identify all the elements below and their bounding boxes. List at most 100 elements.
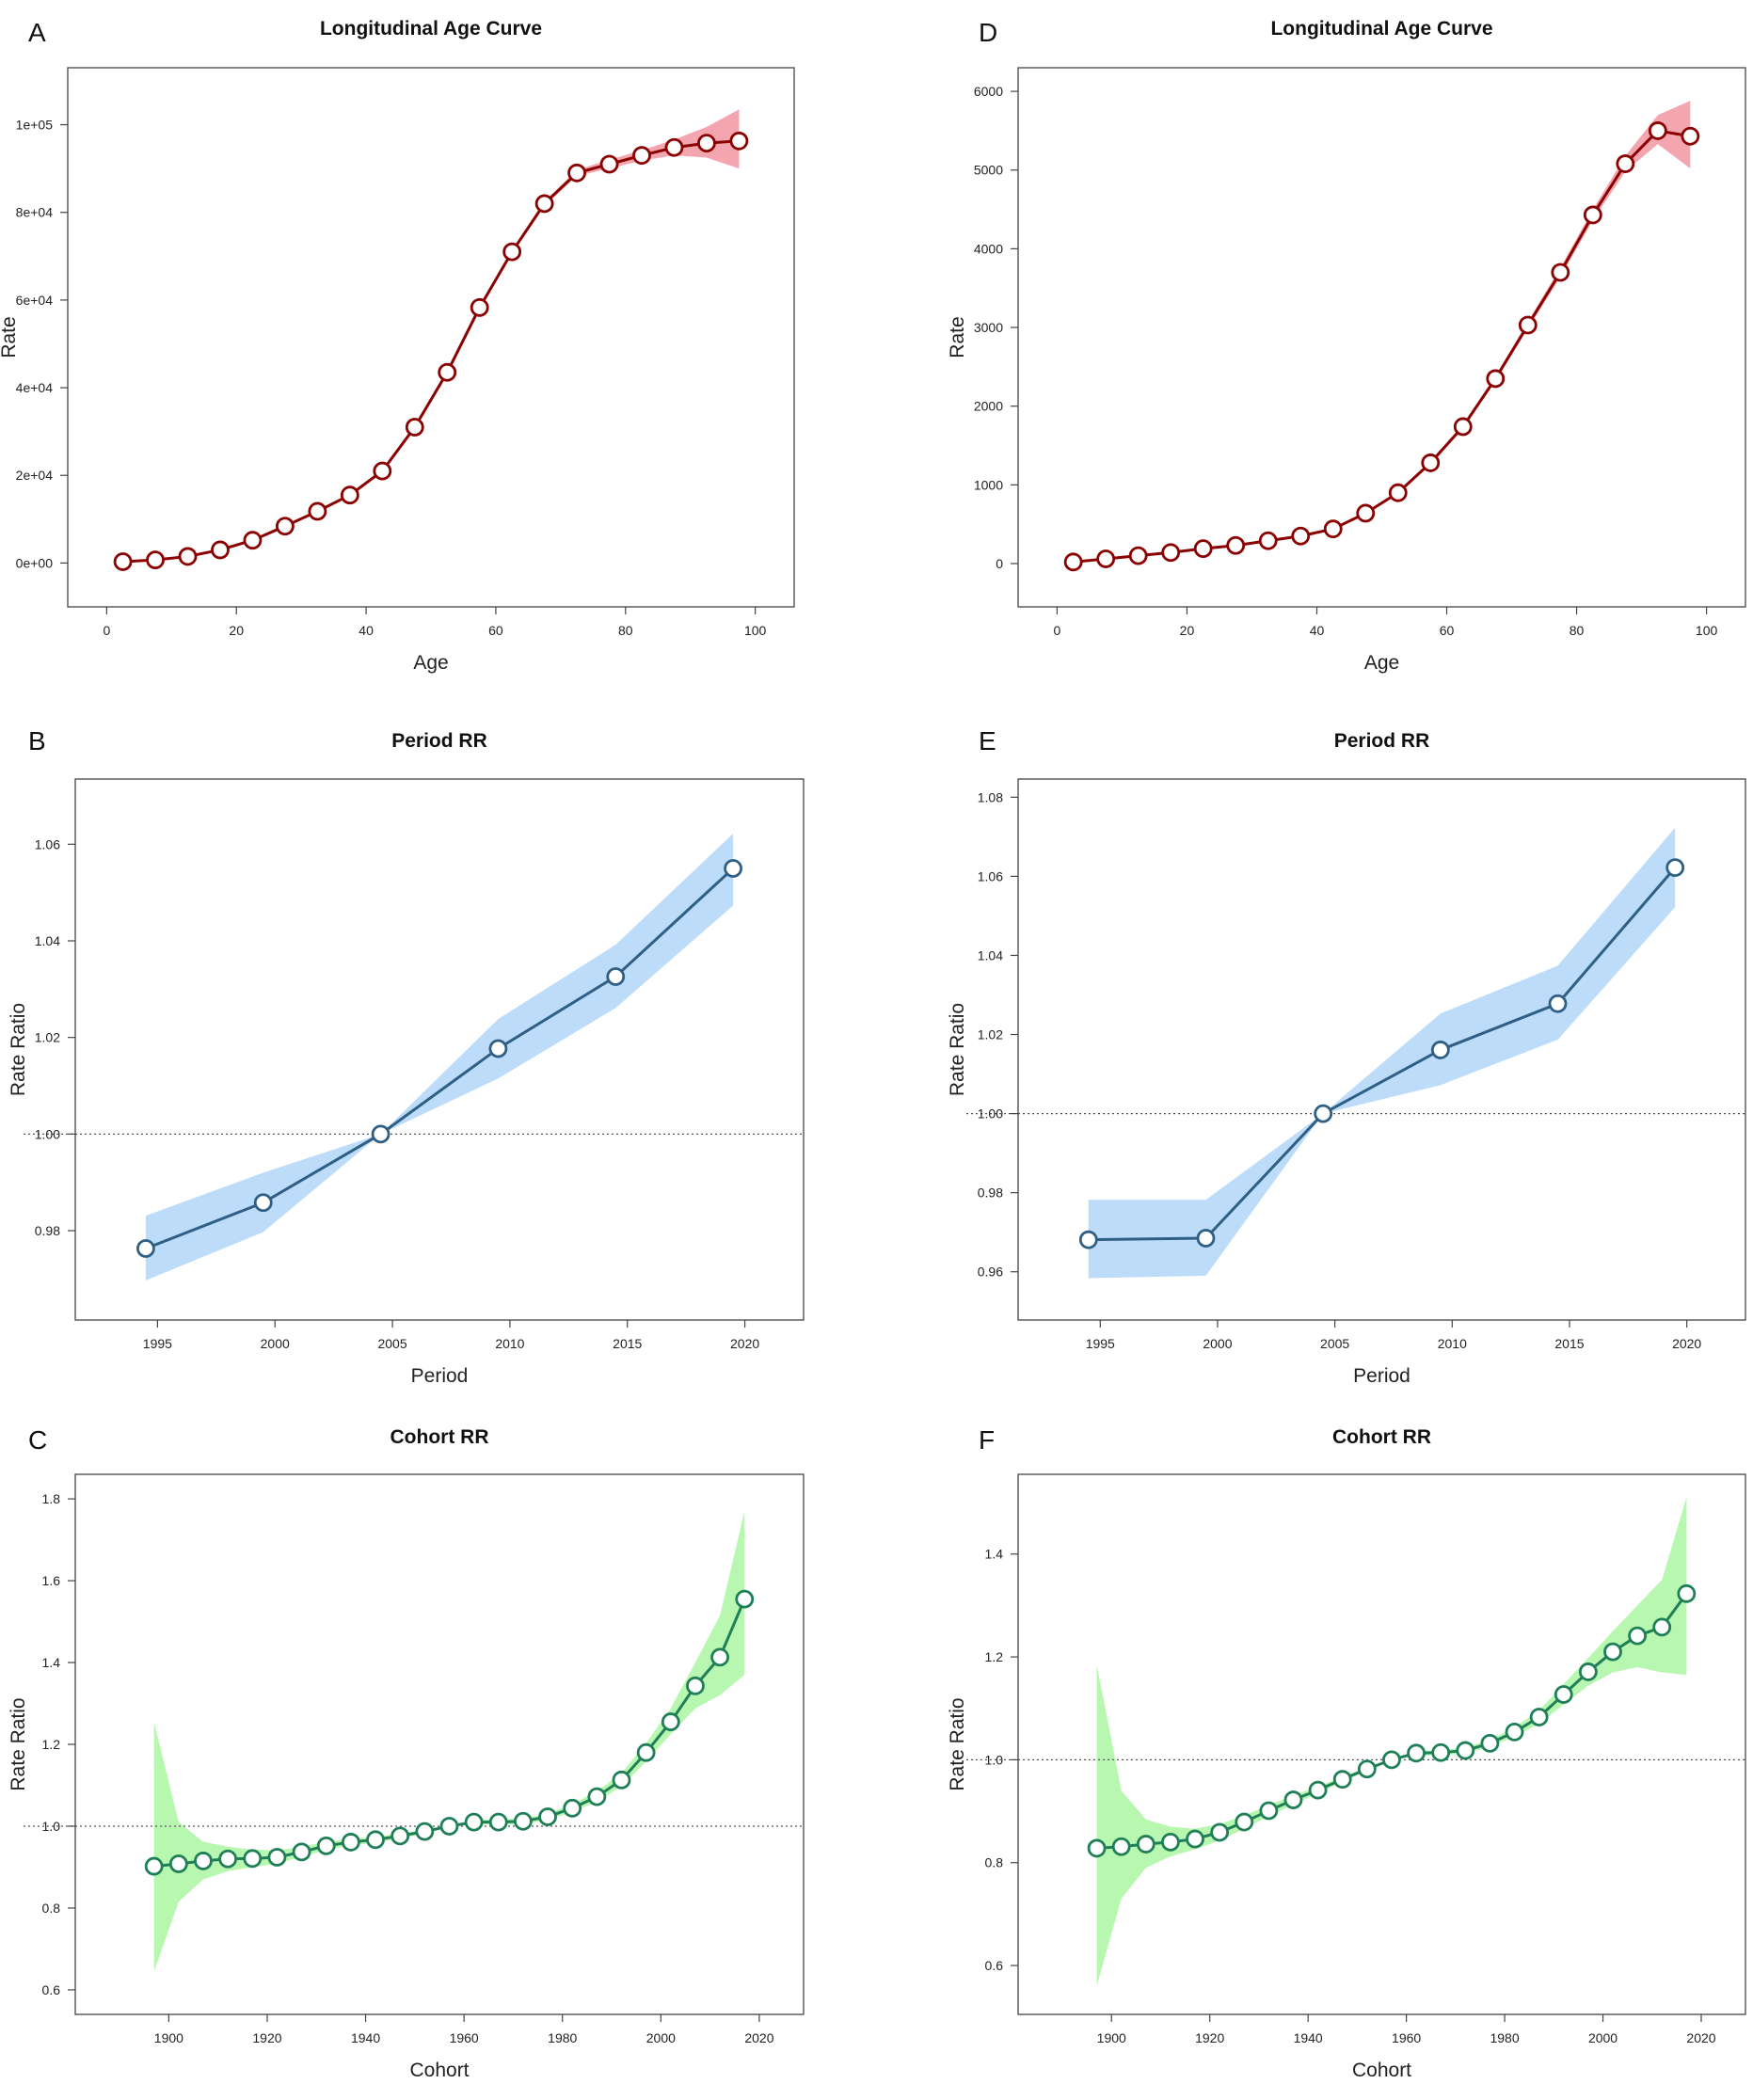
chart-title: Longitudinal Age Curve <box>1270 18 1492 40</box>
y-tick-label: 0.98 <box>35 1223 60 1238</box>
data-point <box>438 362 457 382</box>
y-tick-label: 3000 <box>974 320 1003 335</box>
y-tick-label: 0.8 <box>42 1901 61 1916</box>
data-point <box>1186 1829 1204 1849</box>
data-point <box>1453 417 1473 437</box>
y-tick-label: 2e+04 <box>16 468 54 483</box>
y-tick-label: 0.6 <box>42 1982 61 1997</box>
x-axis-label: Period <box>411 1365 469 1387</box>
data-point <box>1529 1708 1549 1726</box>
y-tick-label: 1.2 <box>42 1737 61 1752</box>
y-tick-label: 1.0 <box>42 1819 61 1834</box>
data-point <box>1210 1822 1230 1842</box>
data-point <box>1578 1662 1598 1681</box>
data-point <box>724 859 742 878</box>
data-point <box>1291 526 1311 546</box>
data-point <box>276 517 295 536</box>
x-tick-label: 1980 <box>548 2030 577 2045</box>
panel-c: C Cohort RR 1900 1920 1940 1960 1980 2000 2020 0.… <box>8 1425 805 2081</box>
y-tick-label: 1.06 <box>978 868 1003 883</box>
data-point <box>488 1812 508 1832</box>
data-point <box>1087 1838 1107 1858</box>
data-point <box>415 1822 435 1841</box>
data-point <box>1196 1229 1216 1248</box>
y-tick-label: 0.98 <box>978 1185 1003 1201</box>
data-point <box>340 485 359 505</box>
x-tick-label: 0 <box>1054 623 1061 638</box>
y-axis-label: Rate Ratio <box>947 1003 968 1096</box>
x-tick-label: 1960 <box>450 2030 479 2045</box>
x-tick-label: 2020 <box>730 1336 759 1351</box>
series-line <box>1088 867 1677 1242</box>
data-point <box>1314 1104 1333 1123</box>
data-point <box>373 461 392 481</box>
x-tick-label: 2000 <box>1588 2030 1618 2045</box>
data-point <box>1308 1780 1328 1800</box>
y-tick-label: 1.6 <box>42 1573 61 1588</box>
data-point <box>1235 1812 1254 1832</box>
data-point <box>1161 543 1181 563</box>
x-tick-label: 2010 <box>1438 1336 1467 1351</box>
data-point <box>488 1039 508 1058</box>
y-axis-label: Rate <box>0 316 20 358</box>
data-point <box>1505 1722 1524 1742</box>
data-point <box>470 297 489 317</box>
y-tick-label: 2000 <box>974 399 1003 414</box>
data-point <box>587 1787 607 1806</box>
x-axis-label: Cohort <box>409 2060 469 2081</box>
plot-frame <box>1017 67 1746 608</box>
x-tick-label: 2010 <box>495 1336 524 1351</box>
panel-letter: C <box>28 1425 47 1455</box>
y-tick-label: 4e+04 <box>16 380 54 395</box>
x-tick-label: 20 <box>1180 623 1195 638</box>
y-tick-label: 5000 <box>974 163 1003 178</box>
data-point <box>1554 1685 1573 1704</box>
data-point <box>1258 531 1278 550</box>
x-tick-label: 1900 <box>1097 2030 1126 2045</box>
panel-b: B Period RR 1995 2000 2005 2010 2015 2020 0.98 1.… <box>8 726 805 1387</box>
data-point <box>636 1742 656 1762</box>
data-point <box>178 547 198 566</box>
data-point <box>612 1770 631 1790</box>
chart-title: Cohort RR <box>1332 1426 1431 1448</box>
data-point <box>292 1842 311 1862</box>
x-tick-label: 2005 <box>377 1336 406 1351</box>
data-point <box>1323 519 1343 539</box>
data-point <box>606 967 626 986</box>
data-point <box>1063 552 1083 572</box>
panel-letter: B <box>28 726 46 756</box>
x-axis-label: Age <box>1364 652 1399 674</box>
confidence-band <box>122 109 740 563</box>
data-point <box>218 1849 238 1869</box>
data-point <box>308 501 327 521</box>
y-tick-label: 1.02 <box>35 1030 60 1045</box>
panel-a: A Longitudinal Age Curve 0 20 40 60 80 100 0e+00… <box>0 18 795 674</box>
x-tick-label: 1920 <box>1195 2030 1224 2045</box>
data-point <box>1456 1741 1475 1760</box>
panel-letter: D <box>979 18 997 47</box>
confidence-band <box>1088 827 1676 1279</box>
chart-title: Cohort RR <box>390 1426 489 1448</box>
y-axis-label: Rate <box>947 316 968 358</box>
data-point <box>1259 1801 1279 1821</box>
x-tick-label: 2020 <box>744 2030 773 2045</box>
y-tick-label: 1.04 <box>978 947 1003 962</box>
y-tick-label: 6000 <box>974 84 1003 99</box>
data-point <box>1226 535 1246 555</box>
data-point <box>211 540 230 560</box>
x-tick-label: 80 <box>618 623 633 638</box>
x-tick-label: 2015 <box>613 1336 642 1351</box>
data-point <box>146 550 165 570</box>
data-point <box>632 146 651 166</box>
data-point <box>502 242 522 262</box>
data-point <box>1332 1770 1352 1790</box>
y-tick-label: 1.00 <box>35 1126 60 1141</box>
y-tick-label: 0e+00 <box>16 555 54 570</box>
data-point <box>1548 994 1568 1013</box>
x-tick-label: 100 <box>1696 623 1718 638</box>
data-point <box>1652 1617 1672 1637</box>
data-point <box>1518 315 1538 335</box>
confidence-band <box>145 834 734 1281</box>
data-point <box>1648 121 1667 140</box>
